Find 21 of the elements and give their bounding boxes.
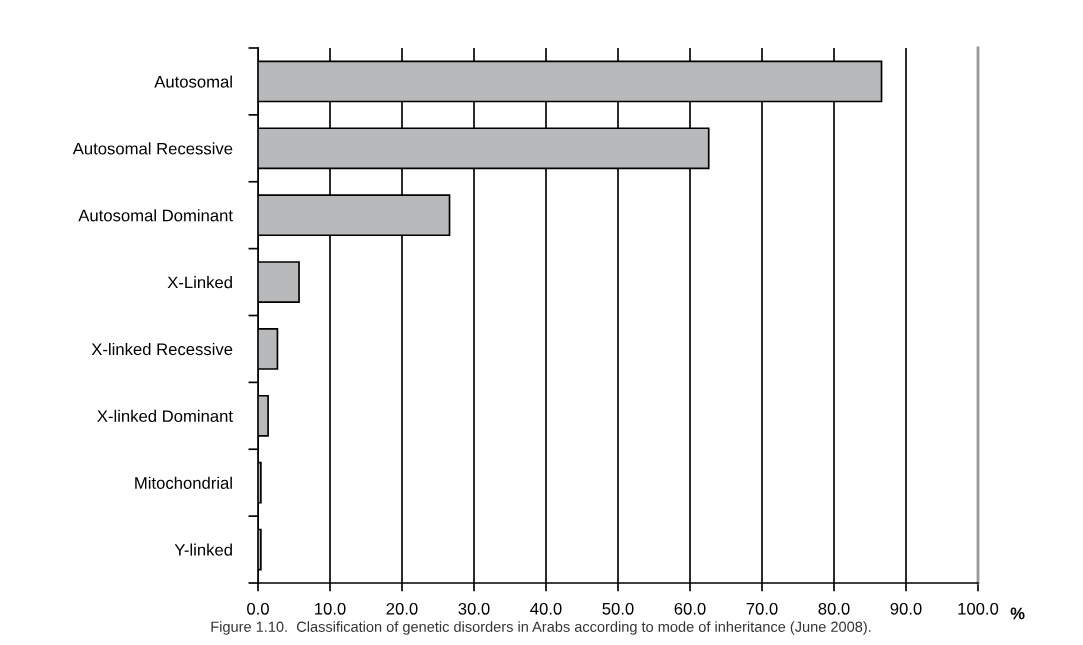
y-tick-label: Autosomal xyxy=(154,75,232,88)
x-tick-label: 40.0 xyxy=(530,602,562,615)
x-tick-label: 0.0 xyxy=(247,602,269,615)
y-tick-label: Autosomal Dominant xyxy=(78,209,233,222)
y-tick-label: X-linked Recessive xyxy=(91,342,233,356)
x-tick-label: 80.0 xyxy=(818,602,850,615)
y-tick-label: X-linked Dominant xyxy=(97,409,233,423)
y-tick-label: Mitochondrial xyxy=(135,476,232,489)
x-axis-title: % xyxy=(1010,607,1025,620)
y-tick-label: Autosomal Recessive xyxy=(72,142,233,155)
x-tick-label: 60.0 xyxy=(674,602,706,615)
x-tick-label: 30.0 xyxy=(458,602,490,615)
x-tick-label: 20.0 xyxy=(386,602,418,615)
x-tick-label: 50.0 xyxy=(602,602,634,615)
x-tick-label: 10.0 xyxy=(315,602,346,615)
caption: Figure 1.10. Classification of genetic disorders in Arabs according to mode of inheritance (June 2008). xyxy=(211,621,871,635)
x-tick-label: 90.0 xyxy=(890,602,922,615)
x-tick-label: 70.0 xyxy=(746,602,778,615)
y-tick-label: Y-linked xyxy=(174,543,232,556)
x-tick-label: 100.0 xyxy=(958,602,999,615)
y-tick-label: X-Linked xyxy=(167,276,232,289)
